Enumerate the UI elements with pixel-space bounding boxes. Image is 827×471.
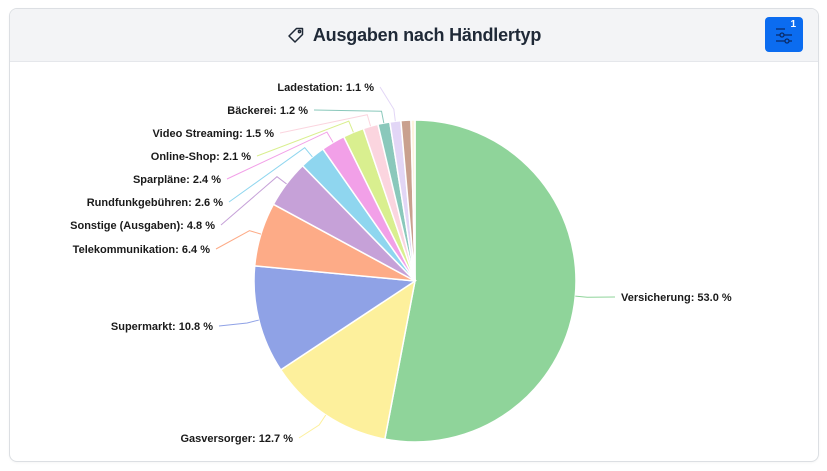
pie-slice-supermarkt[interactable] xyxy=(253,265,418,371)
label-connector-line xyxy=(298,414,327,439)
slice-label: Sparpläne: 2.4 % xyxy=(133,174,221,186)
label-connector-line xyxy=(313,109,385,124)
chart-card: Ausgaben nach Händlertyp 1 Versicherung:… xyxy=(9,8,819,462)
pie-slice-gasversorger[interactable] xyxy=(279,279,417,441)
pie-slice-unlabeled-12[interactable] xyxy=(410,119,416,282)
title-wrap: Ausgaben nach Händlertyp xyxy=(10,9,818,61)
filter-button[interactable]: 1 xyxy=(765,17,803,52)
label-connector-line xyxy=(279,114,372,134)
pie-chart: Versicherung: 53.0 % Gasversorger: 12.7 %… xyxy=(70,82,732,445)
filter-count-badge: 1 xyxy=(790,19,796,30)
label-connector-line xyxy=(220,176,287,226)
pie-slice-versicherung[interactable] xyxy=(383,119,577,443)
label-connector-line xyxy=(226,131,334,180)
label-connector-line xyxy=(575,295,616,298)
label-connector-line xyxy=(379,86,396,122)
sliders-icon xyxy=(776,28,792,44)
card-header: Ausgaben nach Händlertyp 1 xyxy=(10,9,818,62)
slice-label: Versicherung: 53.0 % xyxy=(621,292,732,304)
slice-label: Supermarkt: 10.8 % xyxy=(111,321,213,333)
label-connector-line xyxy=(256,120,354,157)
label-connector-line xyxy=(215,230,262,250)
pie-chart-area: Versicherung: 53.0 % Gasversorger: 12.7 %… xyxy=(10,62,818,461)
label-connector-line xyxy=(218,319,259,327)
chart-title: Ausgaben nach Händlertyp xyxy=(312,24,542,45)
slice-label: Rundfunkgebühren: 2.6 % xyxy=(87,197,224,209)
slice-label: Online-Shop: 2.1 % xyxy=(151,151,251,163)
slice-label: Sonstige (Ausgaben): 4.8 % xyxy=(70,220,215,232)
slice-label: Bäckerei: 1.2 % xyxy=(227,105,308,117)
slice-label: Ladestation: 1.1 % xyxy=(277,82,374,94)
slice-label: Telekommunikation: 6.4 % xyxy=(73,244,211,256)
slice-label: Gasversorger: 12.7 % xyxy=(180,433,293,445)
slice-label: Video Streaming: 1.5 % xyxy=(153,128,275,140)
label-connector-line xyxy=(228,147,313,203)
tag-icon xyxy=(287,26,305,44)
